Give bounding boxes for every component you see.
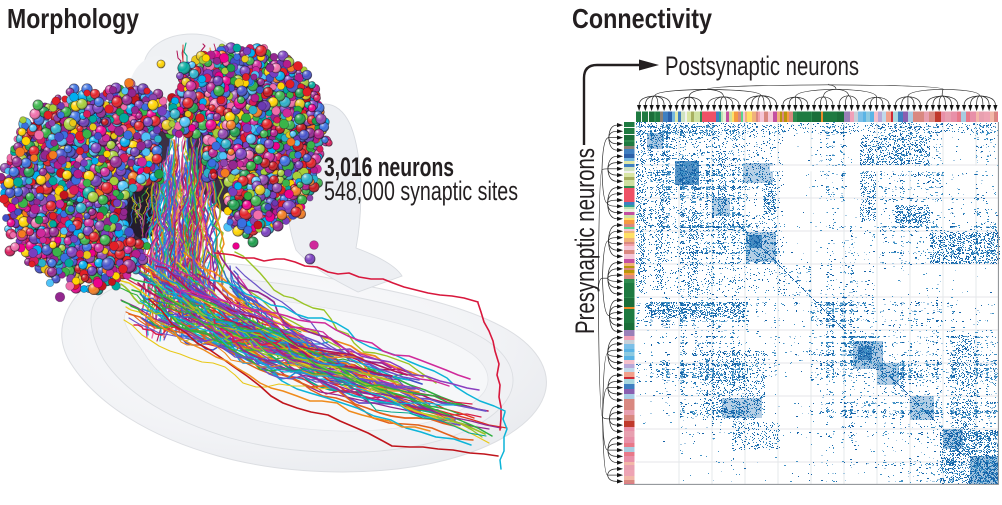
svg-text:Morphology: Morphology (7, 3, 139, 34)
svg-text:Postsynaptic neurons: Postsynaptic neurons (665, 51, 859, 81)
svg-text:Presynaptic neurons: Presynaptic neurons (570, 148, 600, 334)
svg-text:3,016 neurons: 3,016 neurons (324, 152, 454, 182)
svg-text:Connectivity: Connectivity (572, 3, 712, 34)
svg-text:548,000 synaptic sites: 548,000 synaptic sites (324, 176, 518, 206)
